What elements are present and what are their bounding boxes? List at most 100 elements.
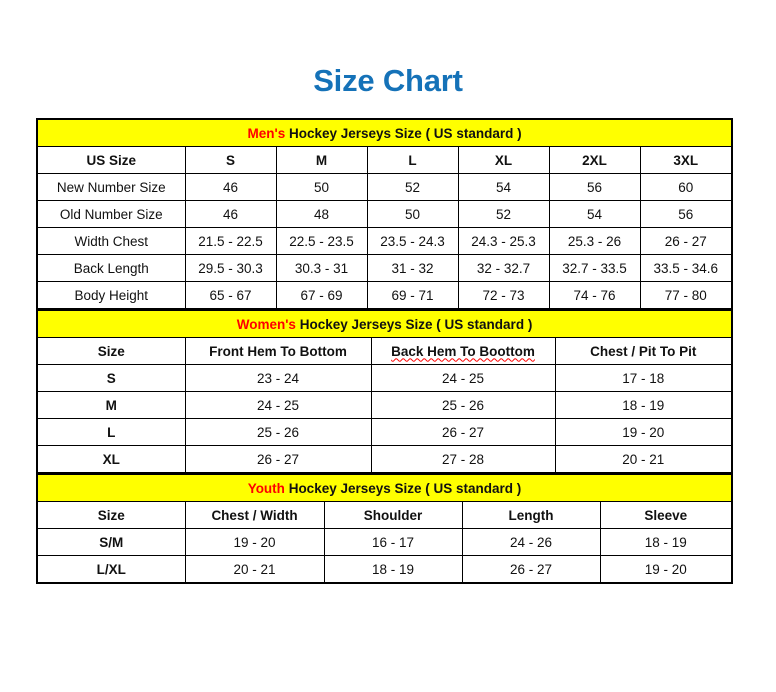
cell: 29.5 - 30.3	[184, 254, 277, 282]
cell: 26 - 27	[461, 555, 601, 584]
cell: 17 - 18	[554, 364, 733, 392]
cell: 20 - 21	[554, 445, 733, 473]
cell: 27 - 28	[370, 445, 556, 473]
cell: 20 - 21	[184, 555, 325, 584]
womens-col-header: Front Hem To Bottom	[184, 337, 372, 365]
youth-banner-rest: Hockey Jerseys Size ( US standard )	[284, 480, 522, 496]
cell: 60	[639, 173, 733, 201]
row-label: Old Number Size	[36, 200, 186, 228]
cell: 24.3 - 25.3	[457, 227, 550, 255]
cell: 23.5 - 24.3	[366, 227, 459, 255]
youth-banner-accent: Youth	[247, 480, 285, 496]
cell: 56	[639, 200, 733, 228]
row-label: L	[36, 418, 186, 446]
cell: 52	[457, 200, 550, 228]
mens-col-header: 3XL	[639, 146, 733, 174]
cell: 19 - 20	[554, 418, 733, 446]
cell: 77 - 80	[639, 281, 733, 309]
cell: 74 - 76	[548, 281, 641, 309]
cell: 23 - 24	[184, 364, 372, 392]
cell: 21.5 - 22.5	[184, 227, 277, 255]
womens-banner-accent: Women's	[236, 316, 296, 332]
cell: 54	[548, 200, 641, 228]
cell: 56	[548, 173, 641, 201]
cell: 22.5 - 23.5	[275, 227, 368, 255]
row-label: Body Height	[36, 281, 186, 309]
cell: 72 - 73	[457, 281, 550, 309]
cell: 19 - 20	[599, 555, 733, 584]
cell: 24 - 26	[461, 528, 601, 556]
womens-size-table: Women's Hockey Jerseys Size ( US standar…	[36, 309, 734, 473]
cell: 46	[184, 200, 277, 228]
table-row: L 25 - 26 26 - 27 19 - 20	[36, 418, 733, 446]
cell: 69 - 71	[366, 281, 459, 309]
youth-col-header: Sleeve	[599, 501, 733, 529]
youth-size-table: Youth Hockey Jerseys Size ( US standard …	[36, 473, 733, 584]
cell: 18 - 19	[554, 391, 733, 419]
youth-header-row: Size Chest / Width Shoulder Length Sleev…	[36, 501, 733, 529]
cell: 52	[366, 173, 459, 201]
cell: 16 - 17	[323, 528, 463, 556]
cell: 30.3 - 31	[275, 254, 368, 282]
row-label: S	[36, 364, 186, 392]
cell: 65 - 67	[184, 281, 277, 309]
cell: 24 - 25	[370, 364, 556, 392]
mens-header-row: US Size S M L XL 2XL 3XL	[36, 146, 733, 174]
cell: 25 - 26	[184, 418, 372, 446]
table-row: Old Number Size 46 48 50 52 54 56	[36, 200, 733, 228]
womens-banner-row: Women's Hockey Jerseys Size ( US standar…	[36, 309, 733, 338]
cell: 54	[457, 173, 550, 201]
womens-col-header-misspelled: Back Hem To Boottom	[391, 343, 535, 359]
table-row: S/M 19 - 20 16 - 17 24 - 26 18 - 19	[36, 528, 733, 556]
youth-col-header: Chest / Width	[184, 501, 325, 529]
size-chart-tables: Men's Hockey Jerseys Size ( US standard …	[36, 118, 734, 584]
table-row: Back Length 29.5 - 30.3 30.3 - 31 31 - 3…	[36, 254, 733, 282]
womens-col-header: Chest / Pit To Pit	[554, 337, 733, 365]
table-row: M 24 - 25 25 - 26 18 - 19	[36, 391, 733, 419]
cell: 25 - 26	[370, 391, 556, 419]
mens-col-header: XL	[457, 146, 550, 174]
page-title: Size Chart	[313, 63, 463, 98]
cell: 18 - 19	[599, 528, 733, 556]
womens-banner: Women's Hockey Jerseys Size ( US standar…	[36, 309, 733, 338]
row-label: S/M	[36, 528, 186, 556]
cell: 19 - 20	[184, 528, 325, 556]
cell: 50	[366, 200, 459, 228]
table-row: Body Height 65 - 67 67 - 69 69 - 71 72 -…	[36, 281, 733, 309]
mens-banner-rest: Hockey Jerseys Size ( US standard )	[285, 125, 522, 141]
youth-col-header: Shoulder	[323, 501, 463, 529]
mens-banner-accent: Men's	[247, 125, 286, 141]
womens-col-header: Back Hem To Boottom	[370, 337, 556, 365]
mens-col-header: M	[275, 146, 368, 174]
table-row: New Number Size 46 50 52 54 56 60	[36, 173, 733, 201]
mens-col-header: L	[366, 146, 459, 174]
table-row: L/XL 20 - 21 18 - 19 26 - 27 19 - 20	[36, 555, 733, 584]
cell: 67 - 69	[275, 281, 368, 309]
cell: 26 - 27	[370, 418, 556, 446]
row-label: Back Length	[36, 254, 186, 282]
youth-banner: Youth Hockey Jerseys Size ( US standard …	[36, 473, 733, 502]
mens-col-header: S	[184, 146, 277, 174]
cell: 48	[275, 200, 368, 228]
youth-col-header: Length	[461, 501, 601, 529]
youth-banner-row: Youth Hockey Jerseys Size ( US standard …	[36, 473, 733, 502]
mens-size-table: Men's Hockey Jerseys Size ( US standard …	[36, 118, 734, 309]
mens-col-header: 2XL	[548, 146, 641, 174]
mens-banner-row: Men's Hockey Jerseys Size ( US standard …	[36, 118, 733, 147]
row-label: XL	[36, 445, 186, 473]
table-row: S 23 - 24 24 - 25 17 - 18	[36, 364, 733, 392]
cell: 33.5 - 34.6	[639, 254, 733, 282]
womens-col-header: Size	[36, 337, 186, 365]
row-label: New Number Size	[36, 173, 186, 201]
cell: 32 - 32.7	[457, 254, 550, 282]
cell: 26 - 27	[639, 227, 733, 255]
cell: 26 - 27	[184, 445, 372, 473]
row-label: M	[36, 391, 186, 419]
table-row: Width Chest 21.5 - 22.5 22.5 - 23.5 23.5…	[36, 227, 733, 255]
cell: 18 - 19	[323, 555, 463, 584]
cell: 31 - 32	[366, 254, 459, 282]
row-label: L/XL	[36, 555, 186, 584]
womens-banner-rest: Hockey Jerseys Size ( US standard )	[295, 316, 533, 332]
cell: 46	[184, 173, 277, 201]
